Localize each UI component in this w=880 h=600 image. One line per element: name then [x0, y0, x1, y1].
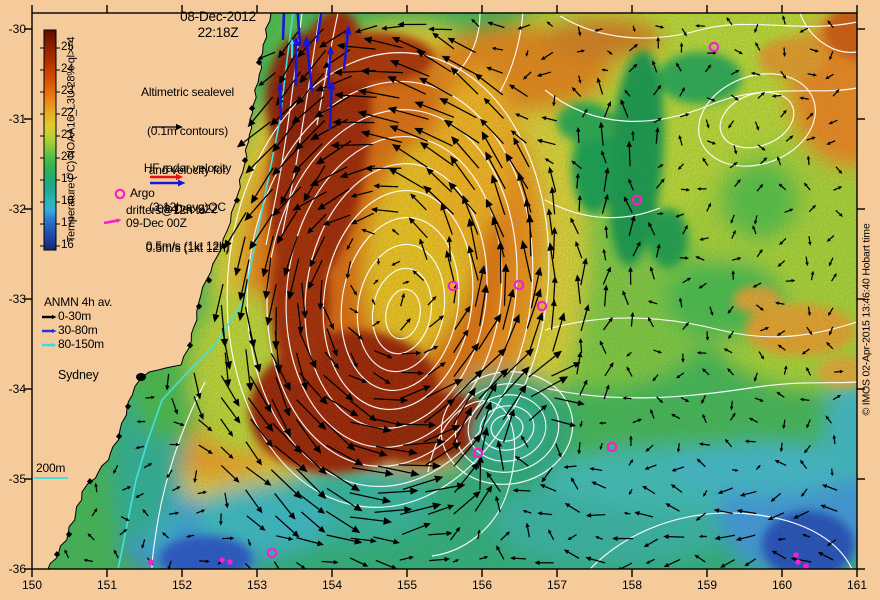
- colorbar-tick-label: 19: [61, 173, 74, 185]
- x-tick-label: 153: [246, 578, 268, 592]
- sealevel-contours: [151, 13, 857, 569]
- x-tick-label: 152: [171, 578, 193, 592]
- colorbar-tick-label: 18: [61, 195, 74, 207]
- plot-frame: [24, 5, 865, 577]
- y-tick-label: -31: [8, 112, 26, 126]
- coastal-estuary-marks: [53, 59, 263, 558]
- altimetric-legend: Altimetric sealevel (0.1m contours) and …: [100, 60, 275, 281]
- altimetric-line: Altimetric sealevel: [141, 85, 234, 99]
- map-plot-area: [32, 13, 857, 569]
- hf-line: 0.5m/s (1kt 12h): [145, 239, 230, 253]
- city-label: Sydney: [58, 368, 99, 382]
- isobath-label: 200m: [36, 461, 66, 475]
- hf-radar-arrows: [276, 13, 352, 131]
- hf-radar-legend: HF radar velocity (3-12h avg)QC 0.5m/s (…: [100, 136, 275, 279]
- colorbar-tick-label: 23: [61, 85, 74, 97]
- colorbar-tick-label: 22: [61, 107, 74, 119]
- colorbar-tick-label: 17: [61, 217, 74, 229]
- x-tick-label: 157: [546, 578, 568, 592]
- isobath-200m: [117, 13, 294, 569]
- header-date: 08-Dec-2012: [180, 9, 256, 24]
- altimetric-line: 0.5m/s (1kt 12h): [145, 241, 230, 255]
- y-tick-label: -33: [8, 292, 26, 306]
- x-tick-label: 160: [771, 578, 793, 592]
- x-tick-label: 150: [21, 578, 43, 592]
- colorbar-ticks: [40, 47, 60, 247]
- y-tick-label: -30: [8, 22, 26, 36]
- header-time: 22:18Z: [197, 25, 239, 40]
- x-tick-label: 161: [846, 578, 868, 592]
- credit-line: © IMOS 02-Apr-2015 13:46:40 Hobart time: [860, 223, 873, 416]
- x-tick-label: 151: [96, 578, 118, 592]
- drifter-label-1: drifters@12h to: [126, 203, 206, 217]
- hf-line: HF radar velocity: [143, 161, 232, 175]
- legend-graphics: [34, 123, 186, 479]
- colorbar-tick-label: 24: [61, 63, 74, 75]
- altimetric-line: (0.1m contours): [146, 124, 229, 138]
- altimetric-line: and velocity for: [148, 163, 227, 177]
- colorbar: [43, 29, 57, 251]
- x-tick-label: 155: [396, 578, 418, 592]
- argo-markers: [114, 41, 809, 569]
- argo-label: Argo: [130, 186, 155, 200]
- anmn-item-0: 0-30m: [58, 309, 92, 323]
- colorbar-tick-label: 25: [61, 41, 74, 53]
- colorbar-tick-label: 16: [61, 239, 74, 251]
- anmn-title: ANMN 4h av.: [44, 295, 113, 309]
- y-tick-label: -32: [8, 202, 26, 216]
- velocity-arrows: [64, 15, 844, 569]
- x-tick-label: 156: [471, 578, 493, 592]
- anmn-item-1: 30-80m: [58, 323, 98, 337]
- x-tick-label: 158: [621, 578, 643, 592]
- city-marker: [136, 373, 146, 381]
- y-tick-label: -34: [8, 382, 26, 396]
- drifter-label-2: 09-Dec 00Z: [126, 216, 187, 230]
- x-tick-label: 159: [696, 578, 718, 592]
- altimetric-line: 08-Dec 22Z: [157, 202, 218, 216]
- x-tick-label: 154: [321, 578, 343, 592]
- colorbar-tick-label: 20: [61, 151, 74, 163]
- hf-line: (3-12h avg)QC: [149, 200, 226, 214]
- y-tick-label: -35: [8, 472, 26, 486]
- y-tick-label: -36: [8, 562, 26, 576]
- anmn-item-2: 80-150m: [58, 337, 104, 351]
- colorbar-tick-label: 21: [61, 129, 74, 141]
